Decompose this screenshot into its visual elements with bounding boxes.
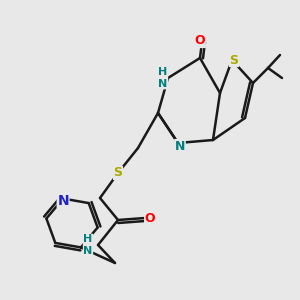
Text: H
N: H N (158, 67, 168, 89)
Text: N: N (175, 140, 185, 152)
Text: S: S (230, 53, 238, 67)
Text: O: O (195, 34, 205, 47)
Text: N: N (57, 194, 69, 208)
Text: H
N: H N (83, 234, 93, 256)
Text: O: O (145, 212, 155, 224)
Text: S: S (113, 167, 122, 179)
